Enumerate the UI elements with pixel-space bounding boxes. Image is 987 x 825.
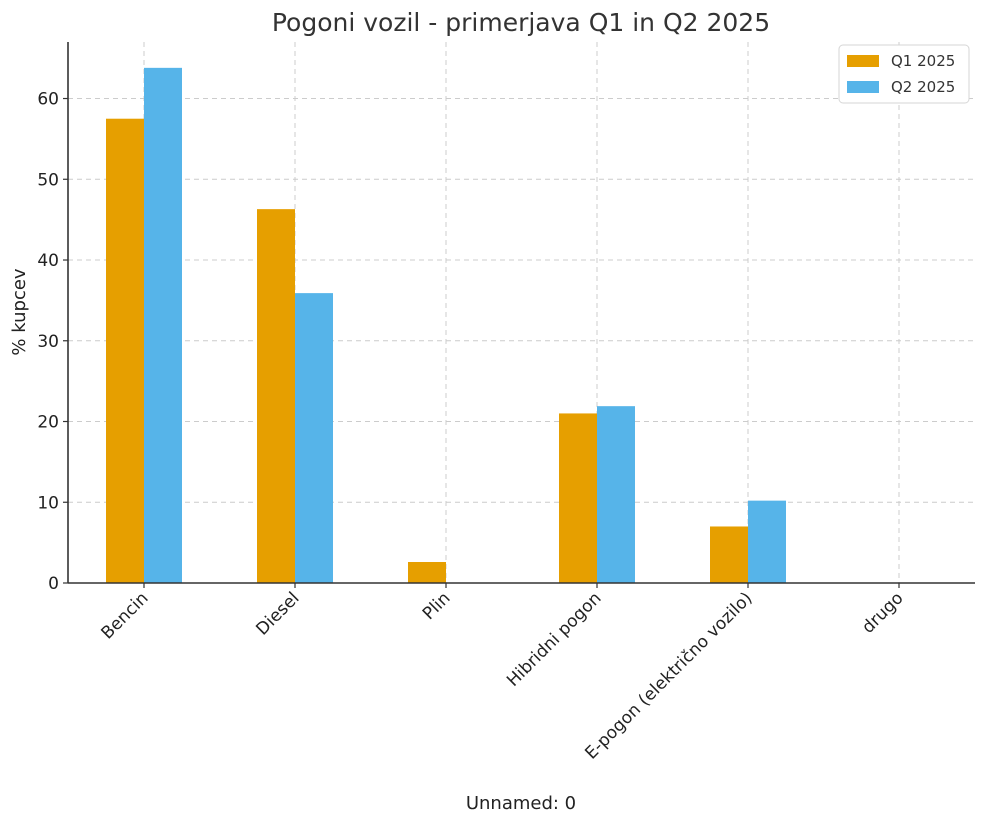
x-tick-label: E-pogon (električno vozilo) (581, 588, 756, 763)
x-tick-label: Plin (419, 588, 455, 624)
legend: Q1 2025 Q2 2025 (838, 44, 970, 104)
bar-q1-2 (408, 562, 446, 583)
bar-q1-3 (559, 413, 597, 583)
bar-q2-4 (748, 500, 786, 583)
bar-q2-0 (144, 67, 182, 583)
legend-swatch-q1 (847, 55, 879, 67)
y-tick-label: 60 (37, 90, 59, 110)
y-tick-label: 50 (37, 170, 59, 190)
y-ticks: 0 10 20 30 40 50 60 (37, 90, 68, 594)
legend-label-q2: Q2 2025 (891, 78, 955, 96)
bars (106, 67, 786, 583)
y-tick-label: 20 (37, 413, 59, 433)
bar-q1-1 (257, 209, 295, 583)
y-tick-label: 10 (37, 493, 59, 513)
x-axis-label: Unnamed: 0 (466, 793, 576, 814)
legend-swatch-q2 (847, 81, 879, 93)
bar-q2-3 (597, 406, 635, 583)
grid (68, 42, 975, 584)
x-tick-label: Diesel (252, 588, 303, 639)
x-tick-label: drugo (858, 588, 907, 637)
x-tick-label: Hibridni pogon (503, 588, 605, 690)
bar-q1-4 (710, 526, 748, 583)
y-tick-label: 40 (37, 251, 59, 271)
legend-label-q1: Q1 2025 (891, 52, 955, 70)
bar-q1-0 (106, 118, 144, 583)
y-tick-label: 30 (37, 332, 59, 352)
chart-title: Pogoni vozil - primerjava Q1 in Q2 2025 (272, 8, 770, 37)
bar-q2-1 (295, 293, 333, 583)
axes (67, 42, 975, 584)
y-tick-label: 0 (48, 574, 59, 594)
y-axis-label: % kupcev (9, 268, 30, 356)
x-tick-label: Bencin (98, 588, 153, 643)
